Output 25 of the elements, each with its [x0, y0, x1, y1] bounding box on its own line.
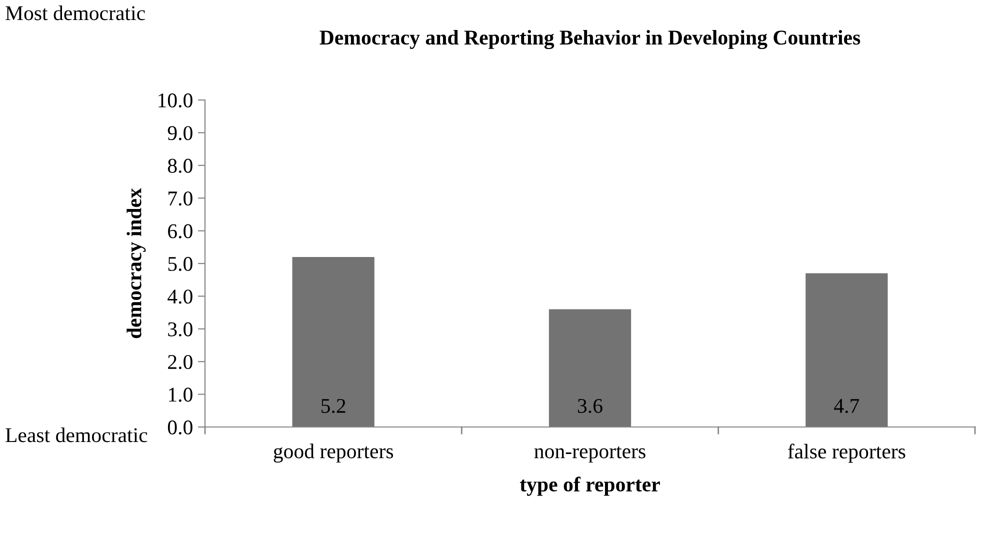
bar [292, 256, 374, 427]
x-tick-label: good reporters [274, 444, 394, 463]
y-tick-label: 0.0 [168, 420, 192, 435]
y-axis-title: democracy index [126, 188, 146, 338]
y-tick-label: 9.0 [168, 126, 192, 140]
x-tick-label: false reporters [788, 444, 906, 463]
y-tick-label: 4.0 [168, 290, 192, 304]
y-tick-label: 7.0 [168, 191, 192, 206]
x-tick-label: non-reporters [534, 446, 646, 463]
y-tick-label: 10.0 [158, 93, 192, 108]
y-tick-label: 5.0 [168, 256, 192, 272]
bar [548, 309, 632, 427]
bar [806, 273, 888, 427]
data-label: 5.2 [322, 398, 346, 414]
y-tick-label: 6.0 [168, 224, 192, 238]
y-tick-label: 1.0 [168, 388, 192, 402]
y-tick-label: 8.0 [168, 158, 192, 173]
data-label: 3.6 [578, 398, 602, 414]
chart-title: Democracy and Reporting Behavior in Developing Countries [320, 30, 860, 50]
y-tick-label: 2.0 [168, 354, 192, 370]
text: Most democratic [6, 6, 145, 20]
x-axis-title: type of reporter [520, 476, 660, 496]
data-label: 4.7 [834, 399, 860, 414]
y-tick-label: 3.0 [168, 322, 192, 336]
text: Least democratic [6, 428, 148, 442]
